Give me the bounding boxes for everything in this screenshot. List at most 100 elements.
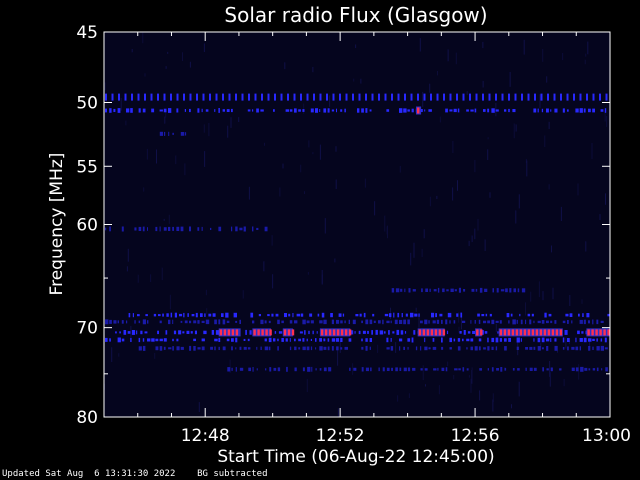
- emission-dot: [520, 319, 523, 325]
- emission-dot: [128, 313, 131, 318]
- emission-dot: [140, 330, 143, 335]
- emission-dot: [500, 367, 503, 372]
- emission-dot: [226, 109, 230, 112]
- emission-dot: [485, 313, 488, 317]
- emission-dot: [159, 320, 162, 324]
- emission-dot: [508, 108, 510, 113]
- emission-dot: [463, 330, 466, 335]
- emission-dot: [336, 346, 339, 351]
- emission-dot: [489, 313, 492, 317]
- emission-dot: [205, 319, 210, 325]
- noise-streak: [538, 281, 540, 298]
- strong-dot: [223, 329, 227, 336]
- emission-dot: [362, 330, 366, 334]
- emission-dot: [517, 288, 520, 293]
- emission-dot: [484, 331, 488, 334]
- emission-dot: [159, 109, 163, 112]
- noise-streak: [425, 384, 426, 387]
- emission-dot: [462, 93, 465, 101]
- emission-dot: [417, 93, 419, 101]
- emission-dot: [600, 109, 604, 112]
- noise-streak: [540, 342, 542, 348]
- emission-dot: [105, 337, 108, 342]
- strong-dot: [340, 329, 344, 336]
- noise-streak: [466, 91, 468, 95]
- emission-dot: [340, 347, 343, 350]
- emission-dot: [352, 319, 356, 325]
- emission-dot: [488, 93, 491, 101]
- noise-streak: [436, 195, 438, 199]
- emission-dot: [525, 367, 527, 371]
- emission-dot: [284, 313, 287, 318]
- emission-dot: [184, 320, 188, 324]
- emission-dot: [512, 319, 516, 325]
- noise-streak: [408, 393, 410, 398]
- emission-band: [227, 366, 608, 372]
- emission-dot: [449, 109, 453, 112]
- strong-dot: [328, 329, 332, 336]
- emission-dot: [147, 338, 151, 342]
- emission-dot: [151, 338, 155, 342]
- emission-dot: [316, 331, 318, 334]
- emission-dot: [491, 367, 494, 372]
- noise-streak: [551, 245, 552, 253]
- emission-dot: [547, 93, 549, 101]
- noise-streak: [581, 299, 583, 304]
- noise-streak: [492, 393, 494, 402]
- emission-dot: [210, 227, 212, 230]
- emission-dot: [293, 93, 296, 101]
- emission-dot: [487, 368, 489, 371]
- emission-dot: [144, 93, 146, 101]
- emission-dot: [296, 313, 301, 317]
- emission-dot: [323, 367, 327, 372]
- emission-dot: [525, 347, 528, 350]
- emission-dot: [541, 108, 544, 113]
- emission-dot: [289, 109, 293, 112]
- noise-streak: [169, 294, 171, 310]
- emission-dot: [294, 367, 297, 372]
- emission-dot: [121, 338, 125, 342]
- emission-dot: [578, 313, 580, 317]
- emission-dot: [411, 337, 414, 343]
- emission-dot: [454, 368, 458, 371]
- noise-streak: [374, 201, 376, 216]
- emission-dot: [441, 337, 443, 343]
- emission-dot: [394, 319, 398, 325]
- emission-dot: [579, 346, 581, 351]
- emission-dot: [504, 346, 507, 351]
- noise-streak: [458, 312, 460, 323]
- emission-dot: [453, 108, 457, 113]
- emission-dot: [302, 367, 305, 372]
- emission-dot: [441, 367, 445, 371]
- emission-dot: [382, 367, 385, 372]
- emission-dot: [537, 346, 541, 351]
- emission-dot: [202, 93, 205, 101]
- emission-dot: [138, 108, 141, 113]
- emission-dot: [323, 338, 326, 342]
- emission-dot: [144, 331, 148, 334]
- emission-dot: [260, 109, 264, 112]
- emission-dot: [562, 347, 565, 350]
- noise-streak: [589, 338, 591, 350]
- noise-streak: [599, 214, 601, 220]
- emission-dot: [361, 367, 364, 372]
- emission-dot: [248, 93, 250, 101]
- emission-dot: [215, 330, 220, 335]
- emission-dot: [470, 346, 473, 351]
- strong-dot: [607, 329, 610, 336]
- emission-dot: [180, 320, 183, 323]
- emission-band: [105, 319, 604, 325]
- emission-dot: [319, 368, 322, 371]
- emission-dot: [475, 288, 478, 292]
- emission-dot: [252, 109, 254, 112]
- emission-dot: [328, 367, 332, 372]
- noise-streak: [206, 308, 208, 315]
- emission-dot: [499, 320, 502, 324]
- strong-dot: [422, 329, 426, 336]
- emission-dot: [365, 367, 369, 372]
- emission-dot: [361, 338, 363, 342]
- emission-dot: [407, 346, 409, 350]
- emission-dot: [172, 346, 174, 351]
- emission-dot: [131, 330, 136, 335]
- emission-dot: [172, 226, 174, 231]
